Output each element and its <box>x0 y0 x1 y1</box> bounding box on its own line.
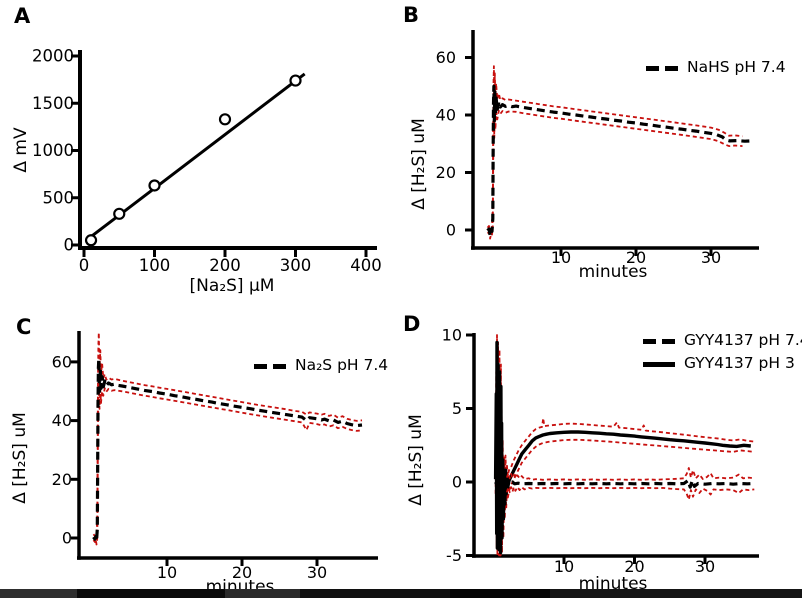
legend-entry: GYY4137 pH 7.4 <box>643 331 802 350</box>
y-tick-label: 500 <box>43 188 75 207</box>
x-tick-label: 30 <box>695 557 715 576</box>
series-na2s-upper-sd <box>92 331 363 539</box>
panel-label-a: A <box>14 4 31 28</box>
y-tick-label: 1000 <box>32 141 74 160</box>
y-tick-label: 20 <box>52 470 72 489</box>
dashed-line-sample <box>643 338 675 344</box>
y-tick-label: 0 <box>64 236 75 255</box>
bottom-bar-segment <box>450 589 550 598</box>
y-tick-label: 20 <box>436 163 456 182</box>
x-tick-label: 20 <box>624 557 644 576</box>
bottom-bar <box>0 589 802 598</box>
series-na2s-mean <box>92 357 363 543</box>
bottom-bar-segment <box>300 589 450 598</box>
x-tick-label: 10 <box>157 563 177 582</box>
y-tick-label: 40 <box>52 411 72 430</box>
data-point <box>218 113 232 126</box>
panel-label-c: C <box>16 315 32 339</box>
y-axis-title: Δ mV <box>11 127 31 173</box>
series-gyy-ph7.4-mean <box>494 477 755 489</box>
y-tick-label: 2000 <box>32 47 74 66</box>
y-tick-label: 10 <box>442 326 462 345</box>
x-tick-label: 100 <box>139 256 171 275</box>
x-tick-label: 10 <box>551 248 571 267</box>
x-tick-label: 30 <box>701 248 721 267</box>
y-axis-title: Δ [H₂S] uM <box>406 414 426 506</box>
y-axis-title: Δ [H₂S] uM <box>10 412 30 504</box>
data-point <box>289 74 302 87</box>
dashed-line-sample <box>254 363 286 369</box>
series-na2s-lower-sd <box>92 381 363 546</box>
y-tick-label: 40 <box>436 106 456 125</box>
x-tick-label: 10 <box>554 557 574 576</box>
series-gyy-ph3-lower-sd <box>494 356 755 557</box>
panel-label-d: D <box>403 312 421 336</box>
legend-entry: GYY4137 pH 3 <box>643 354 802 373</box>
y-tick-label: -5 <box>446 546 462 565</box>
series-gyy-ph7.4-upper-sd <box>506 467 755 481</box>
legend-label: Na₂S pH 7.4 <box>295 356 389 375</box>
x-axis-title: minutes <box>579 262 648 282</box>
bottom-bar-segment <box>550 589 802 598</box>
bottom-bar-segment <box>0 589 77 598</box>
series-nahs-upper-sd <box>486 65 743 233</box>
x-tick-label: 30 <box>307 563 327 582</box>
legend-panel-d: GYY4137 pH 7.4 GYY4137 pH 3 <box>643 331 802 373</box>
y-tick-label: 0 <box>62 529 72 548</box>
legend-entry: NaHS pH 7.4 <box>646 58 786 77</box>
panel-a: 0 500 1000 1500 2000 0 100 200 300 400 [Na₂S] μM Δ … <box>11 47 382 297</box>
legend-label: GYY4137 pH 7.4 <box>684 331 802 350</box>
x-axis-title: [Na₂S] μM <box>190 276 275 296</box>
legend-panel-c: Na₂S pH 7.4 <box>254 356 389 375</box>
x-tick-label: 20 <box>626 248 646 267</box>
y-tick-label: 0 <box>452 473 462 492</box>
y-axis-title: Δ [H₂S] uM <box>409 118 429 210</box>
x-tick-label: 20 <box>232 563 252 582</box>
y-tick-label: 0 <box>446 221 456 240</box>
solid-line-sample <box>643 361 675 367</box>
x-tick-label: 300 <box>280 256 312 275</box>
series-nahs-mean <box>486 84 751 237</box>
bottom-bar-segment <box>77 589 225 598</box>
series-gyy-ph7.4-lower-sd <box>506 486 755 501</box>
legend-label: GYY4137 pH 3 <box>684 354 795 373</box>
bottom-bar-segment <box>225 589 300 598</box>
y-tick-label: 1500 <box>32 94 74 113</box>
x-tick-label: 200 <box>209 256 241 275</box>
x-tick-label: 0 <box>79 256 90 275</box>
legend-entry: Na₂S pH 7.4 <box>254 356 389 375</box>
y-tick-label: 60 <box>436 48 456 67</box>
panel-label-b: B <box>403 3 420 27</box>
y-tick-label: 60 <box>52 352 72 371</box>
data-point <box>113 207 126 220</box>
data-point <box>84 234 98 247</box>
dashed-line-sample <box>646 65 678 71</box>
data-point <box>148 179 161 192</box>
panel-b: 0 20 40 60 10 20 30 minutes Δ [H₂S] uM <box>409 30 759 282</box>
legend-panel-b: NaHS pH 7.4 <box>646 58 786 77</box>
y-tick-label: 5 <box>452 399 462 418</box>
x-tick-label: 400 <box>350 256 382 275</box>
legend-label: NaHS pH 7.4 <box>687 58 786 77</box>
series-gyy-ph3-mean <box>493 340 751 555</box>
